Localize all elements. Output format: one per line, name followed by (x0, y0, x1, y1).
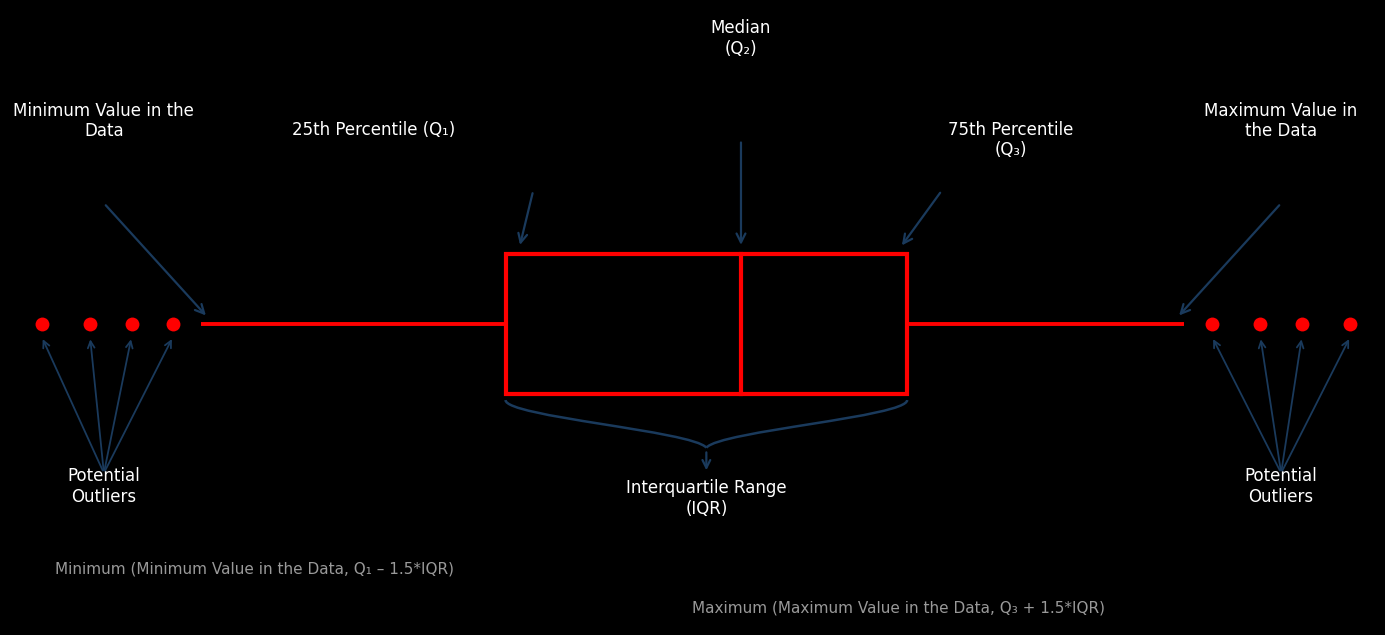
Text: Minimum (Minimum Value in the Data, Q₁ – 1.5*IQR): Minimum (Minimum Value in the Data, Q₁ –… (55, 562, 454, 577)
Text: 75th Percentile
(Q₃): 75th Percentile (Q₃) (949, 121, 1073, 159)
Text: Maximum Value in
the Data: Maximum Value in the Data (1205, 102, 1357, 140)
Text: Minimum Value in the
Data: Minimum Value in the Data (14, 102, 194, 140)
Text: Median
(Q₂): Median (Q₂) (711, 19, 771, 58)
Text: Interquartile Range
(IQR): Interquartile Range (IQR) (626, 479, 787, 518)
Text: 25th Percentile (Q₁): 25th Percentile (Q₁) (292, 121, 456, 138)
Text: Potential
Outliers: Potential Outliers (68, 467, 140, 505)
Text: Maximum (Maximum Value in the Data, Q₃ + 1.5*IQR): Maximum (Maximum Value in the Data, Q₃ +… (692, 600, 1105, 615)
Bar (506, 254, 907, 394)
Text: Potential
Outliers: Potential Outliers (1245, 467, 1317, 505)
